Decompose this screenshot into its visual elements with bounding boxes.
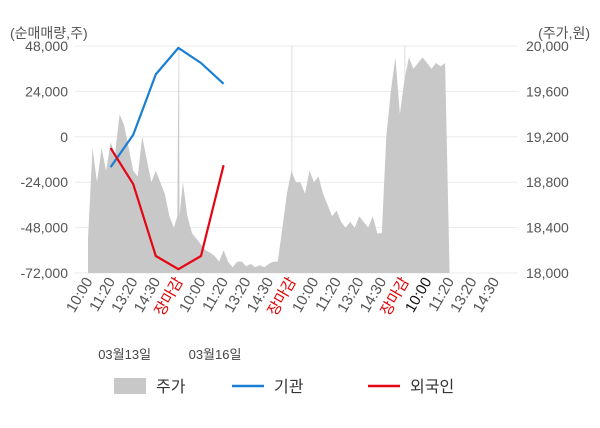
legend-label: 주가: [156, 377, 186, 396]
legend-swatch-price: [114, 378, 146, 394]
left-tick-label: -72,000: [21, 265, 69, 281]
date-label: 03월16일: [189, 347, 242, 362]
right-tick-label: 18,000: [526, 265, 569, 281]
price-area: [88, 57, 450, 274]
price-area-layer: [88, 57, 450, 274]
legend-label: 기관: [274, 377, 304, 396]
left-tick-label: 0: [60, 129, 68, 145]
right-tick-label: 19,600: [526, 83, 569, 99]
left-tick-label: -48,000: [21, 220, 69, 236]
net-trading-lines-layer: [109, 46, 225, 271]
right-tick-label: 19,200: [526, 129, 569, 145]
left-tick-label: -24,000: [21, 174, 69, 190]
right-tick-label: 18,800: [526, 174, 569, 190]
left-tick-label: 48,000: [25, 38, 68, 54]
right-axis-unit: (주가,원): [538, 25, 590, 41]
right-tick-label: 18,400: [526, 220, 569, 236]
left-tick-label: 24,000: [25, 83, 68, 99]
right-tick-label: 20,000: [526, 38, 569, 54]
foreigner-line: [109, 147, 225, 271]
legend-label: 외국인: [410, 377, 454, 396]
left-axis-unit: (순매매량,주): [10, 25, 88, 41]
legend: 주가 기관 외국인: [114, 377, 454, 396]
institution-line: [109, 46, 225, 168]
date-label: 03월13일: [98, 347, 151, 362]
